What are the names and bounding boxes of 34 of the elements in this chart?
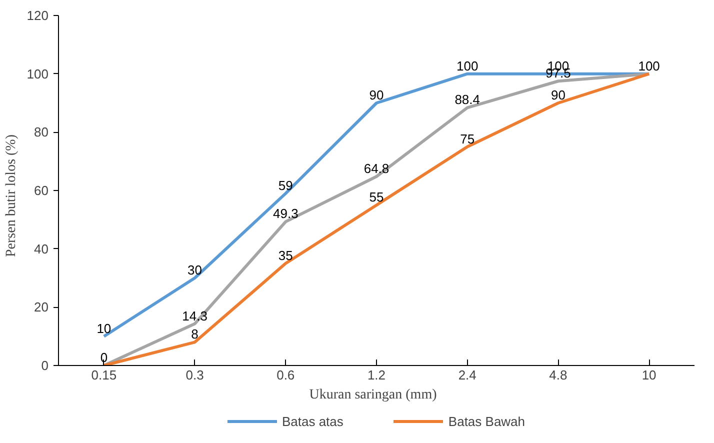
y-axis-title: Persen butir lolos (%) (4, 134, 19, 257)
data-label: 90 (550, 88, 566, 102)
x-tick-label: 0.3 (186, 368, 204, 382)
data-label: 8 (191, 326, 198, 342)
data-label: 49.3 (272, 206, 298, 222)
legend-label: Batas atas (282, 414, 344, 428)
y-tick-label: 120 (26, 8, 49, 23)
data-label: 75 (460, 131, 475, 146)
data-label: 59 (278, 178, 293, 193)
data-label: 55 (369, 190, 384, 205)
x-tick-label: 4.8 (549, 368, 568, 382)
data-label: 100 (456, 58, 478, 74)
x-axis-title: Ukuran saringan (mm) (309, 388, 438, 402)
data-label: 88.4 (454, 92, 480, 108)
y-tick-label: 40 (34, 241, 49, 256)
data-label: 10 (96, 320, 112, 336)
y-tick-label: 0 (41, 358, 49, 373)
legend-label: Batas Bawah (448, 414, 526, 428)
x-tick-label: 0.6 (276, 368, 295, 382)
data-label: 64.8 (364, 161, 390, 176)
x-tick-label: 10 (642, 368, 656, 382)
data-label: 0 (100, 350, 108, 365)
x-tick-label: 2.4 (458, 368, 476, 382)
x-tick-label: 0.15 (91, 368, 117, 382)
y-tick-label: 60 (34, 183, 49, 198)
data-label: 30 (188, 262, 202, 278)
data-label: 100 (638, 58, 660, 74)
data-label: 14.3 (182, 308, 208, 324)
data-label: 35 (278, 248, 293, 263)
data-label: 90 (369, 88, 384, 102)
y-tick-label: 20 (34, 300, 49, 315)
x-tick-label: 1.2 (367, 368, 386, 382)
y-tick-label: 100 (26, 66, 49, 82)
y-tick-label: 80 (34, 124, 49, 140)
